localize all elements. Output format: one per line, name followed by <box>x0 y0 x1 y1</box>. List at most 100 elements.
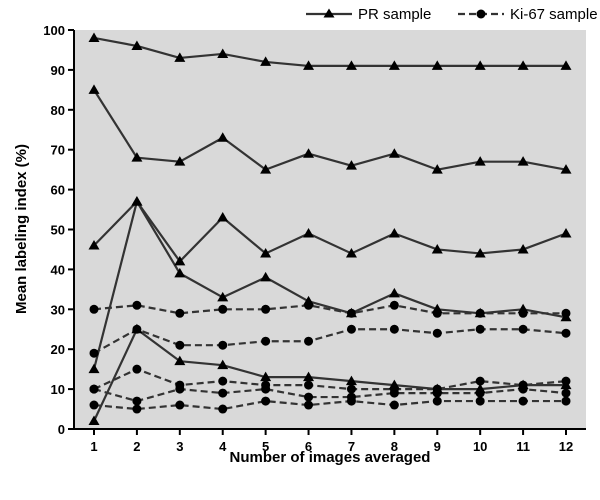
triangle-point <box>217 48 229 58</box>
x-tick-label: 9 <box>434 439 441 454</box>
circle-point <box>89 384 99 394</box>
legend-label-pr: PR sample <box>358 6 431 23</box>
x-tick-label: 12 <box>559 439 573 454</box>
triangle-point <box>217 132 229 142</box>
x-tick-label: 1 <box>90 439 97 454</box>
circle-point <box>346 308 356 318</box>
y-tick-label: 40 <box>51 262 65 277</box>
circle-point <box>561 308 571 318</box>
triangle-point <box>260 247 272 258</box>
triangle-point <box>303 148 315 158</box>
circle-point <box>518 384 528 394</box>
triangle-point <box>560 60 572 70</box>
circle-point <box>218 404 228 414</box>
y-tick-label: 50 <box>51 223 65 238</box>
circle-point <box>518 324 528 334</box>
triangle-point <box>217 291 229 302</box>
plot-background <box>74 30 586 429</box>
circle-point <box>346 384 356 394</box>
triangle-point <box>88 239 100 250</box>
legend: PR sample Ki-67 sample <box>306 6 598 23</box>
triangle-point <box>345 247 357 258</box>
triangle-point <box>431 60 443 70</box>
y-axis-title: Mean labeling index (%) <box>13 144 30 314</box>
circle-point <box>261 396 271 406</box>
triangle-point <box>474 60 486 70</box>
y-tick-label: 70 <box>51 143 65 158</box>
circle-point <box>218 388 228 398</box>
triangle-point <box>388 60 400 70</box>
legend-circle-marker-icon <box>476 9 486 19</box>
y-tick-label: 90 <box>51 63 65 78</box>
circle-point <box>346 396 356 406</box>
x-tick-label: 10 <box>473 439 487 454</box>
triangle-point <box>174 267 186 278</box>
circle-point <box>175 340 185 350</box>
circle-point <box>261 304 271 314</box>
y-tick-label: 10 <box>51 382 65 397</box>
triangle-point <box>431 243 443 254</box>
triangle-point <box>260 371 272 382</box>
circle-point <box>304 300 314 310</box>
x-tick-label: 6 <box>305 439 312 454</box>
triangle-point <box>517 243 529 254</box>
x-axis-title: Number of images averaged <box>230 449 431 466</box>
triangle-point <box>217 212 229 222</box>
triangle-point <box>174 355 186 366</box>
x-tick-label: 4 <box>219 439 227 454</box>
triangle-point <box>303 60 315 70</box>
x-tick-label: 5 <box>262 439 269 454</box>
circle-point <box>132 324 142 334</box>
circle-point <box>89 304 99 314</box>
circle-point <box>432 328 442 338</box>
circle-point <box>261 336 271 346</box>
triangle-point <box>131 40 143 50</box>
triangle-point <box>260 271 272 282</box>
triangle-point <box>174 255 186 266</box>
y-tick-label: 30 <box>51 302 65 317</box>
circle-point <box>475 308 485 318</box>
triangle-point <box>345 60 357 70</box>
series-line <box>93 89 567 171</box>
circle-point <box>475 376 485 386</box>
circle-point <box>346 324 356 334</box>
circle-point <box>89 400 99 410</box>
circle-point <box>304 380 314 390</box>
series-layer <box>88 32 572 426</box>
legend-triangle-marker-icon <box>323 8 335 18</box>
circle-point <box>561 388 571 398</box>
triangle-point <box>474 156 486 166</box>
triangle-point <box>303 371 315 382</box>
x-tick-label: 11 <box>516 439 530 454</box>
circle-point <box>218 304 228 314</box>
circle-point <box>518 396 528 406</box>
y-ticks: 0 10 20 30 40 50 60 70 80 90 100 <box>43 23 74 437</box>
legend-label-ki67: Ki-67 sample <box>510 6 598 23</box>
circle-point <box>475 324 485 334</box>
circle-point <box>304 336 314 346</box>
triangle-point <box>88 415 100 426</box>
triangle-point <box>131 196 143 206</box>
series-line <box>93 304 566 315</box>
triangle-point <box>174 156 186 166</box>
circle-point <box>304 400 314 410</box>
series-line <box>93 200 567 263</box>
x-tick-label: 2 <box>133 439 140 454</box>
triangle-point <box>431 164 443 174</box>
circle-point <box>518 308 528 318</box>
x-tick-label: 7 <box>348 439 355 454</box>
circle-point <box>432 396 442 406</box>
circle-point <box>261 384 271 394</box>
x-ticks: 1 2 3 4 5 6 7 8 9 10 11 12 <box>90 429 573 454</box>
y-tick-label: 100 <box>43 23 65 38</box>
triangle-point <box>131 152 143 162</box>
circle-point <box>304 392 314 402</box>
circle-point <box>389 388 399 398</box>
circle-point <box>132 300 142 310</box>
triangle-point <box>388 227 400 238</box>
triangle-point <box>260 164 272 174</box>
circle-point <box>89 348 99 358</box>
circle-point <box>389 324 399 334</box>
circle-point <box>389 400 399 410</box>
